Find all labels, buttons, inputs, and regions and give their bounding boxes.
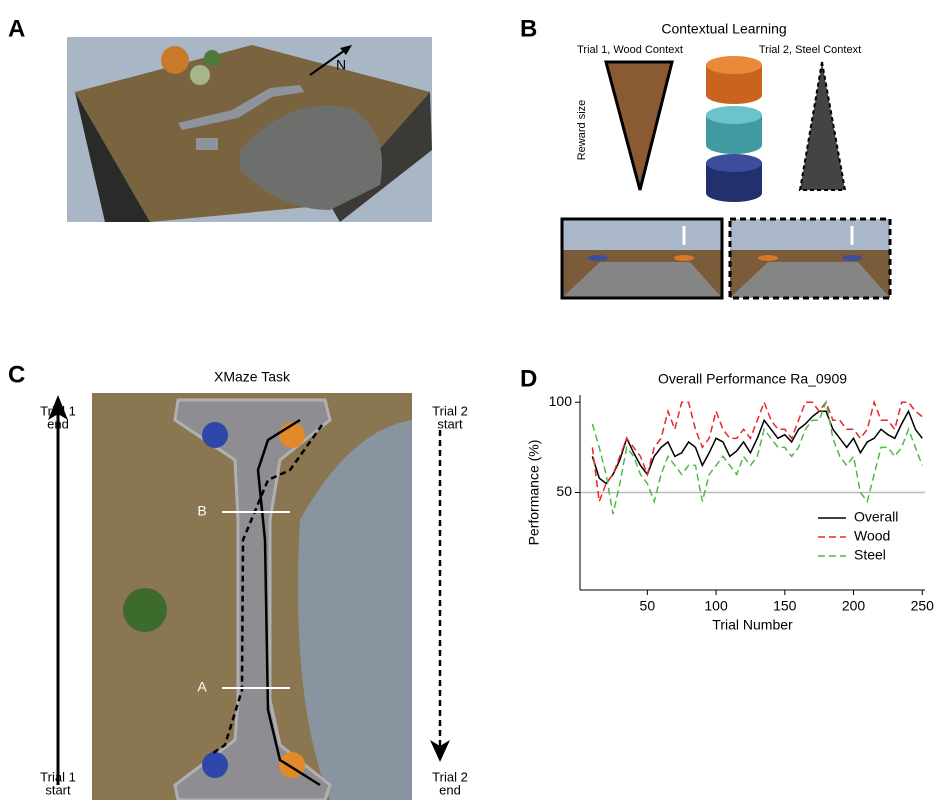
- chart: Overall Performance Ra_0909 50 100 50 100 150…: [526, 371, 934, 633]
- legend-label: Overall: [854, 509, 898, 525]
- maze-image: [48, 393, 450, 800]
- panel-letter: B: [520, 15, 537, 42]
- line-label: B: [197, 503, 206, 519]
- y-axis-label: Performance (%): [526, 440, 542, 546]
- legend-label: Wood: [854, 528, 890, 544]
- legend-label: Steel: [854, 547, 886, 563]
- x-tick-label: 100: [704, 598, 728, 614]
- axis-label: Reward size: [576, 100, 588, 161]
- compass-label: N: [336, 57, 346, 73]
- y-tick-label: 50: [556, 483, 572, 499]
- context-label: Trial 1, Wood Context: [577, 44, 683, 56]
- panel-letter: C: [8, 361, 25, 388]
- x-tick-label: 150: [773, 598, 797, 614]
- side-label: end: [439, 782, 461, 797]
- context-label: Trial 2, Steel Context: [759, 44, 861, 56]
- panel-title: Contextual Learning: [661, 21, 786, 37]
- figure: A N B Contextual Learning Trial 1, Wood …: [0, 0, 937, 800]
- chart-title: Overall Performance Ra_0909: [658, 371, 847, 387]
- side-label: start: [437, 416, 463, 431]
- y-tick-label: 100: [549, 393, 573, 409]
- line-label: A: [197, 679, 207, 695]
- panel-title: XMaze Task: [214, 369, 291, 385]
- series-line: [592, 402, 922, 501]
- x-tick-label: 50: [640, 598, 656, 614]
- x-tick-label: 250: [911, 598, 935, 614]
- panel-letter: D: [520, 365, 537, 392]
- x-axis-label: Trial Number: [712, 617, 793, 633]
- page: A N B Contextual Learning Trial 1, Wood …: [0, 0, 937, 805]
- panel-letter: A: [8, 15, 25, 42]
- side-label: start: [45, 782, 71, 797]
- side-label: end: [47, 416, 69, 431]
- panel-a-image: [67, 37, 432, 222]
- x-tick-label: 200: [842, 598, 866, 614]
- reward-illustration: [562, 56, 890, 298]
